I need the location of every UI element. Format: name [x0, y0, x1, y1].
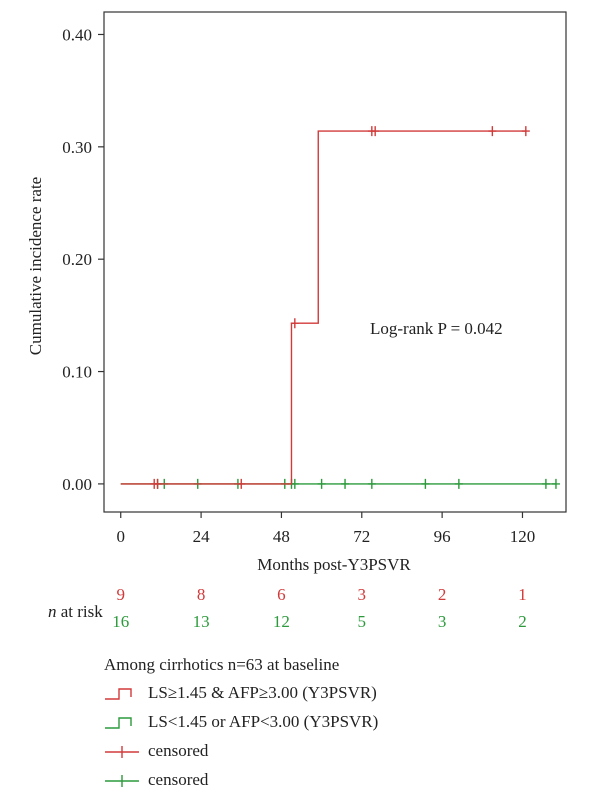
y-axis-label: Cumulative incidence rate — [26, 177, 45, 355]
risk-row-low: 16 13 12 5 3 2 — [0, 612, 600, 634]
censor-mark — [317, 478, 326, 489]
risk-value: 13 — [192, 612, 210, 631]
legend-step-icon — [105, 687, 132, 700]
y-tick-label: 0.30 — [62, 138, 92, 157]
plot-frame — [103, 11, 567, 513]
legend-censor-icon — [105, 745, 139, 758]
risk-value: 3 — [437, 612, 447, 631]
legend: Among cirrhotics n=63 at baseline LS≥1.4… — [104, 652, 378, 794]
legend-item: censored — [104, 736, 378, 765]
annotation-logrank: Log-rank P = 0.042 — [370, 319, 503, 338]
censor-mark — [341, 478, 350, 489]
risk-row-high: 9 8 6 3 2 1 — [0, 585, 600, 607]
censor-mark — [290, 318, 299, 329]
censor-mark — [153, 478, 162, 489]
x-axis-label: Months post-Y3PSVR — [257, 555, 411, 574]
censor-mark — [454, 478, 463, 489]
risk-value: 1 — [518, 585, 527, 604]
legend-label: censored — [148, 740, 209, 760]
censor-mark — [488, 126, 497, 137]
x-tick-label: 120 — [510, 527, 536, 546]
risk-value: 12 — [272, 612, 290, 631]
legend-item: LS<1.45 or AFP<3.00 (Y3PSVR) — [104, 707, 378, 736]
risk-label-text: at risk — [56, 602, 103, 621]
risk-value: 9 — [116, 585, 125, 604]
y-tick-label: 0.20 — [62, 250, 92, 269]
x-tick-label: 96 — [434, 527, 451, 546]
legend-label: censored — [148, 769, 209, 789]
risk-table-label: n at risk — [48, 602, 103, 622]
censor-mark — [541, 478, 550, 489]
censor-mark — [237, 478, 246, 489]
censor-mark — [421, 478, 430, 489]
x-tick-label: 24 — [193, 527, 211, 546]
risk-value: 6 — [277, 585, 286, 604]
censor-mark — [551, 478, 560, 489]
series-line-0 — [120, 130, 526, 485]
legend-censor-icon — [105, 774, 139, 787]
censor-mark — [521, 126, 530, 137]
x-tick-label: 48 — [273, 527, 290, 546]
censor-mark — [371, 126, 380, 137]
risk-value: 16 — [112, 612, 130, 631]
legend-step-icon — [105, 716, 132, 729]
legend-title: Among cirrhotics n=63 at baseline — [104, 655, 340, 674]
y-tick-label: 0.40 — [62, 25, 92, 44]
risk-value: 3 — [357, 585, 367, 604]
risk-value: 5 — [357, 612, 367, 631]
legend-item: LS≥1.45 & AFP≥3.00 (Y3PSVR) — [104, 678, 378, 707]
km-chart: 0 24 48 72 96 120 0.00 0.10 0.20 0.30 0.40 Log-ran… — [26, 11, 567, 574]
y-tick-label: 0.10 — [62, 363, 92, 382]
x-tick-label: 72 — [353, 527, 370, 546]
legend-label: LS<1.45 or AFP<3.00 (Y3PSVR) — [148, 711, 379, 731]
x-tick-label: 0 — [116, 527, 125, 546]
legend-label: LS≥1.45 & AFP≥3.00 (Y3PSVR) — [148, 682, 377, 702]
y-tick-label: 0.00 — [62, 475, 92, 494]
risk-value: 2 — [437, 585, 447, 604]
legend-item: censored — [104, 765, 378, 794]
risk-label-n: n — [48, 602, 57, 621]
risk-value: 2 — [518, 612, 527, 631]
censor-mark — [367, 478, 376, 489]
risk-value: 8 — [196, 585, 206, 604]
